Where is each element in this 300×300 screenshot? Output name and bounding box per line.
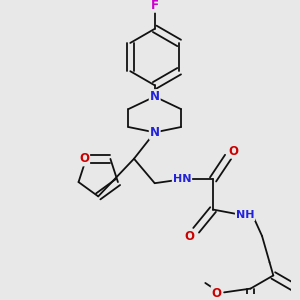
Text: O: O — [184, 230, 194, 243]
Text: N: N — [150, 90, 160, 103]
Text: O: O — [212, 287, 222, 300]
Text: O: O — [79, 152, 89, 165]
Text: HN: HN — [173, 174, 191, 184]
Text: O: O — [229, 145, 239, 158]
Text: N: N — [150, 126, 160, 139]
Text: NH: NH — [236, 210, 254, 220]
Text: F: F — [151, 0, 159, 12]
